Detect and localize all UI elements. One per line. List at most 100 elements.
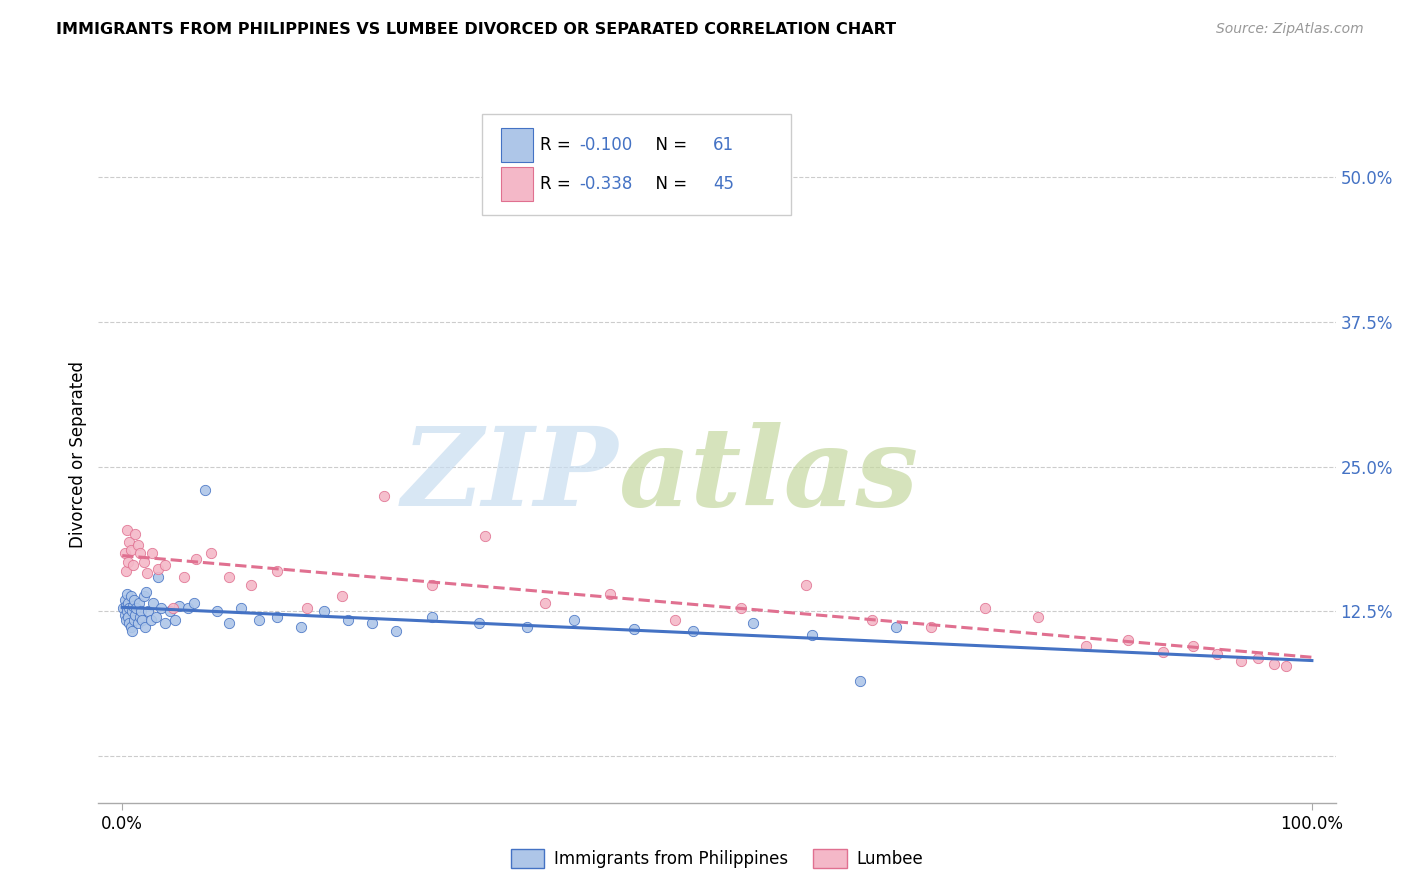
Point bbox=[1247, 651, 1270, 665]
Point bbox=[162, 601, 184, 615]
Point bbox=[295, 601, 318, 615]
Point bbox=[420, 578, 443, 592]
Point bbox=[120, 590, 142, 604]
Point bbox=[474, 529, 496, 543]
Text: -0.100: -0.100 bbox=[579, 136, 633, 154]
Point bbox=[1074, 639, 1097, 653]
Point bbox=[120, 543, 142, 558]
Point bbox=[145, 610, 167, 624]
Point bbox=[118, 615, 141, 630]
Point bbox=[361, 615, 384, 630]
Point bbox=[247, 613, 270, 627]
Point bbox=[173, 570, 195, 584]
Point bbox=[849, 674, 872, 689]
Point bbox=[150, 601, 173, 615]
Point bbox=[128, 596, 150, 610]
Point bbox=[290, 619, 312, 633]
Legend: Immigrants from Philippines, Lumbee: Immigrants from Philippines, Lumbee bbox=[505, 842, 929, 874]
Point bbox=[127, 538, 149, 552]
Point bbox=[159, 605, 181, 619]
Point bbox=[794, 578, 817, 592]
Point bbox=[1026, 610, 1049, 624]
Text: N =: N = bbox=[645, 136, 693, 154]
Point bbox=[330, 590, 353, 604]
Point bbox=[183, 596, 205, 610]
Point bbox=[114, 613, 136, 627]
Text: ZIP: ZIP bbox=[402, 422, 619, 530]
Point bbox=[1116, 633, 1139, 648]
Point bbox=[218, 615, 240, 630]
Point bbox=[127, 615, 149, 630]
Point bbox=[169, 599, 191, 613]
Point bbox=[118, 601, 141, 615]
Point bbox=[125, 601, 148, 615]
Point bbox=[114, 607, 136, 622]
Point bbox=[114, 592, 136, 607]
Point bbox=[741, 615, 763, 630]
Point bbox=[136, 566, 159, 581]
Point bbox=[314, 605, 336, 619]
Point bbox=[117, 555, 139, 569]
Point bbox=[132, 555, 155, 569]
Point bbox=[114, 546, 136, 561]
Point bbox=[139, 613, 162, 627]
Point bbox=[599, 587, 621, 601]
Point bbox=[153, 615, 176, 630]
Point bbox=[141, 546, 163, 561]
Point bbox=[920, 619, 942, 633]
Text: atlas: atlas bbox=[619, 422, 918, 530]
Point bbox=[385, 624, 408, 639]
Point bbox=[218, 570, 240, 584]
Point bbox=[200, 546, 222, 561]
FancyBboxPatch shape bbox=[501, 128, 533, 162]
Point bbox=[231, 601, 253, 615]
Point bbox=[266, 564, 288, 578]
Point bbox=[124, 526, 146, 541]
Point bbox=[973, 601, 995, 615]
Point bbox=[533, 596, 555, 610]
Point bbox=[730, 601, 752, 615]
FancyBboxPatch shape bbox=[482, 114, 792, 215]
Point bbox=[207, 605, 229, 619]
Point bbox=[373, 489, 395, 503]
Point bbox=[132, 590, 155, 604]
Point bbox=[194, 483, 217, 497]
Text: R =: R = bbox=[540, 175, 576, 193]
Point bbox=[239, 578, 262, 592]
Point bbox=[115, 523, 138, 537]
Point bbox=[176, 601, 198, 615]
Point bbox=[114, 599, 136, 613]
Point bbox=[115, 605, 138, 619]
Point bbox=[122, 592, 145, 607]
Point bbox=[120, 619, 142, 633]
Point bbox=[115, 587, 138, 601]
Point bbox=[1205, 648, 1227, 662]
Point bbox=[623, 622, 645, 636]
Point bbox=[1263, 657, 1285, 671]
Point bbox=[682, 624, 704, 639]
Point bbox=[135, 584, 157, 599]
Point bbox=[122, 599, 145, 613]
Point bbox=[884, 619, 907, 633]
Point bbox=[138, 605, 160, 619]
Point bbox=[124, 607, 146, 622]
Point bbox=[131, 613, 153, 627]
Text: IMMIGRANTS FROM PHILIPPINES VS LUMBEE DIVORCED OR SEPARATED CORRELATION CHART: IMMIGRANTS FROM PHILIPPINES VS LUMBEE DI… bbox=[56, 22, 897, 37]
Point bbox=[337, 613, 360, 627]
Point bbox=[153, 558, 176, 573]
Point bbox=[112, 601, 135, 615]
Text: R =: R = bbox=[540, 136, 576, 154]
Text: 45: 45 bbox=[713, 175, 734, 193]
Point bbox=[117, 596, 139, 610]
Point bbox=[562, 613, 585, 627]
Point bbox=[801, 628, 824, 642]
Point bbox=[129, 610, 152, 624]
Point bbox=[860, 613, 883, 627]
Point bbox=[1229, 654, 1251, 668]
Point bbox=[163, 613, 186, 627]
Text: Source: ZipAtlas.com: Source: ZipAtlas.com bbox=[1216, 22, 1364, 37]
Point bbox=[134, 619, 156, 633]
Point bbox=[142, 596, 165, 610]
Text: N =: N = bbox=[645, 175, 693, 193]
Point bbox=[118, 534, 141, 549]
